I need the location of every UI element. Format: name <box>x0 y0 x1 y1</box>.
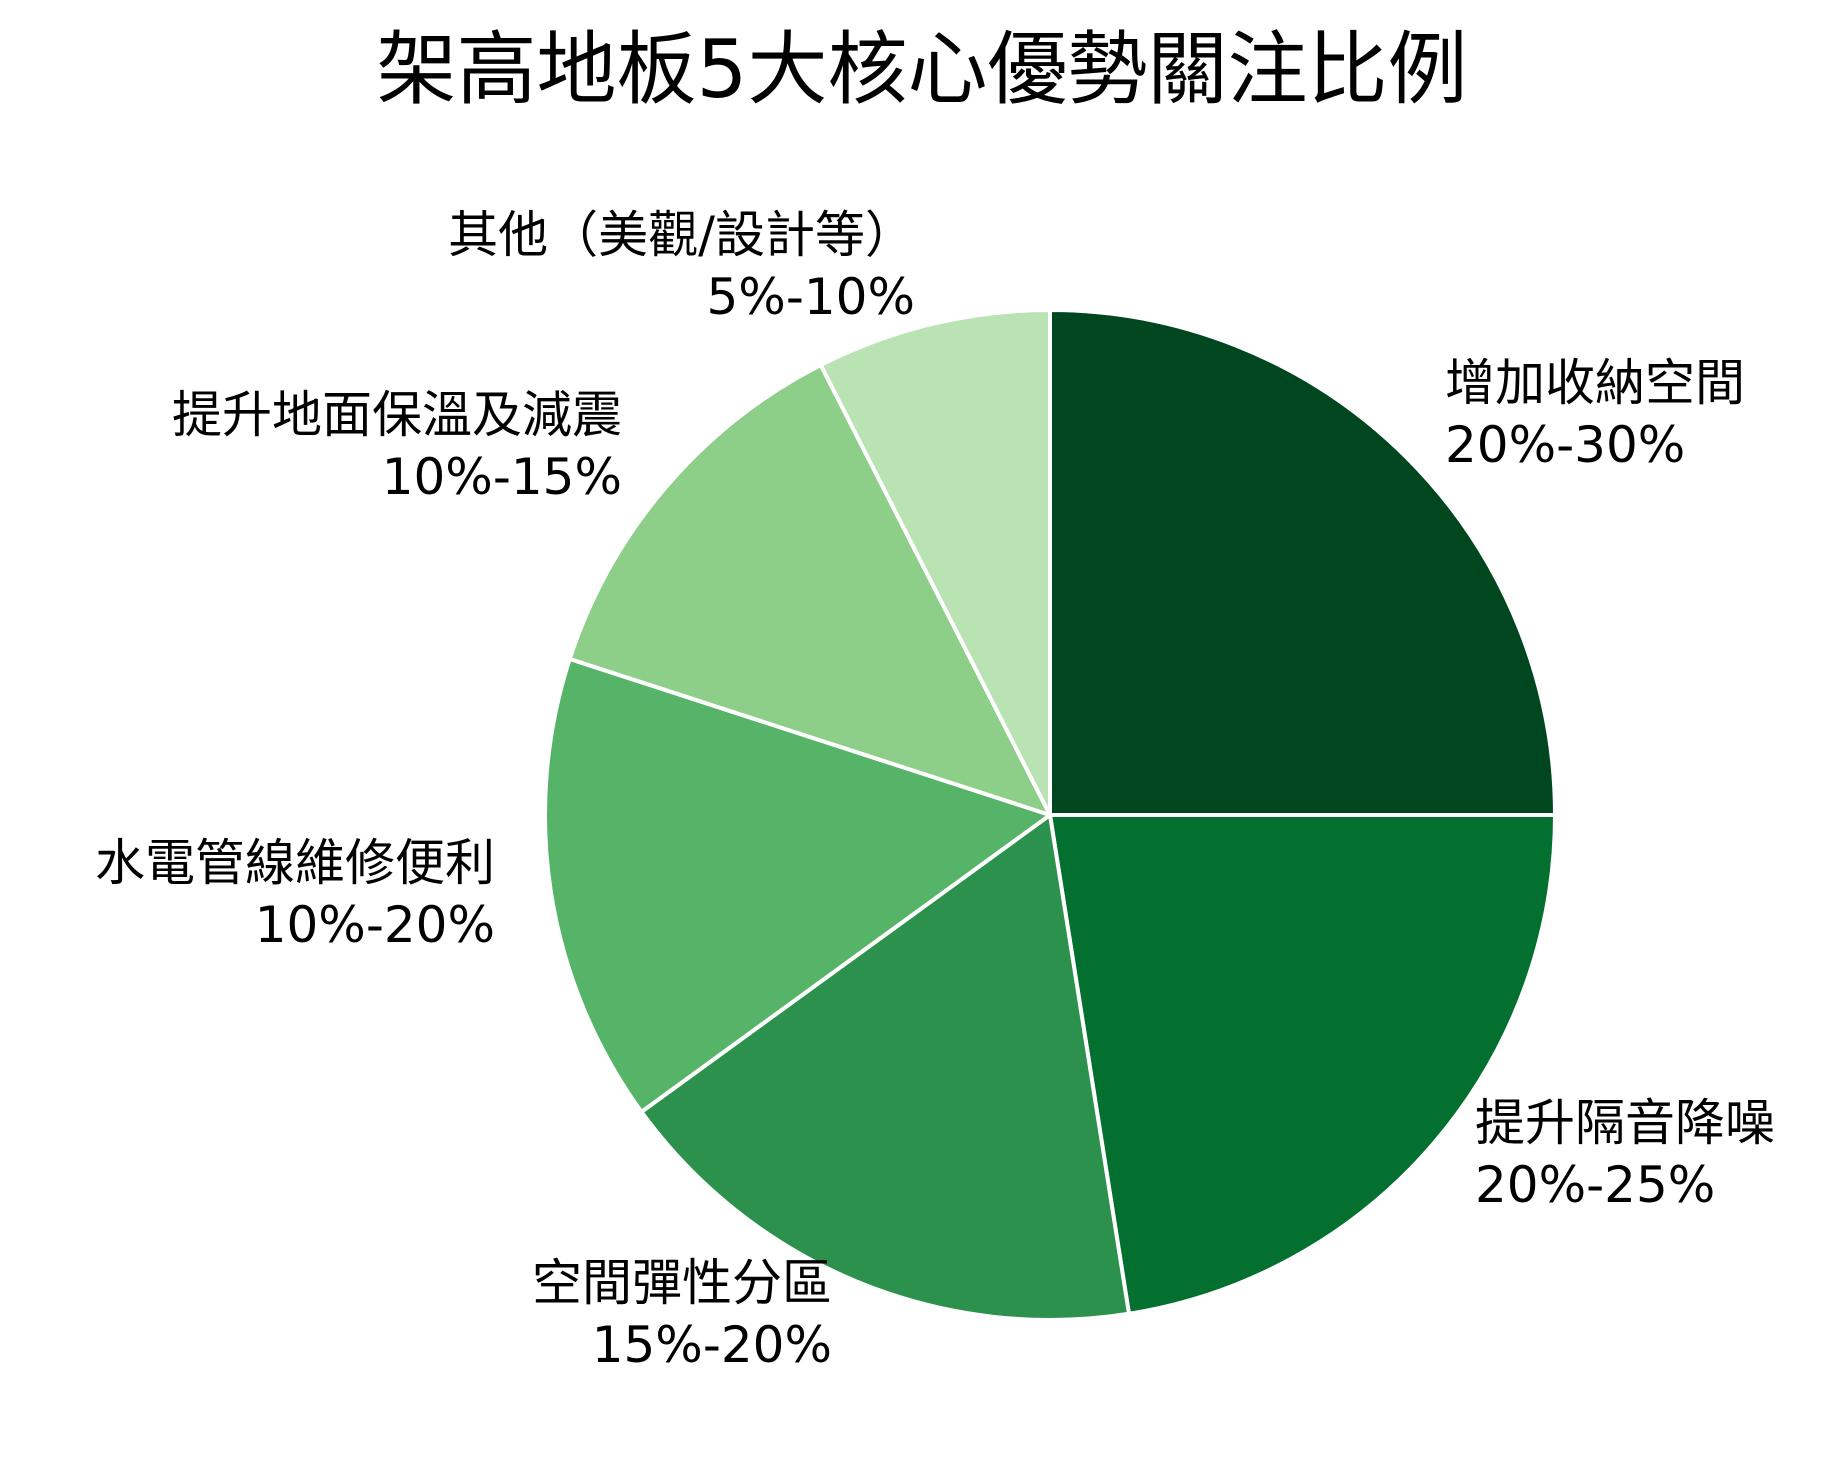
slice-value-4: 10%-20% <box>255 896 495 954</box>
slice-label-6: 其他（美觀/設計等） <box>448 206 915 264</box>
slice-label-2: 提升隔音降噪 <box>1475 1094 1775 1152</box>
slice-value-3: 15%-20% <box>592 1316 832 1374</box>
slice-label-3: 空間彈性分區 <box>532 1254 832 1312</box>
slice-value-1: 20%-30% <box>1445 416 1685 474</box>
slice-label-4: 水電管線維修便利 <box>95 834 495 892</box>
pie-slice-4 <box>543 656 1052 1114</box>
pie-slice-1 <box>1048 308 1557 817</box>
pie-slice-3 <box>639 813 1131 1322</box>
chart-title: 架高地板5大核心優勢關注比例 <box>377 23 1468 116</box>
pie-slice-6 <box>818 308 1052 817</box>
slice-value-5: 10%-15% <box>382 448 622 506</box>
slice-label-1: 增加收納空間 <box>1445 354 1745 412</box>
pie-slice-2 <box>1048 813 1557 1316</box>
slice-label-5: 提升地面保溫及減震 <box>172 386 622 444</box>
slice-value-6: 5%-10% <box>707 268 916 326</box>
slice-value-2: 20%-25% <box>1475 1156 1715 1214</box>
pie-slice-5 <box>567 363 1052 817</box>
pie-slices <box>543 308 1557 1322</box>
